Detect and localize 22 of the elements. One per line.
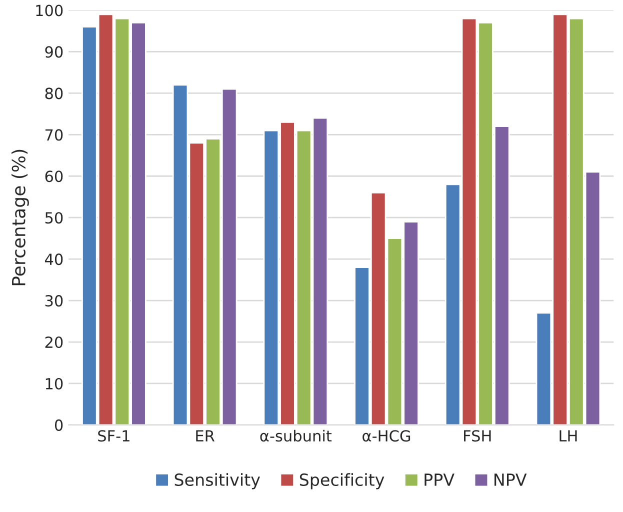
y-tick-label: 90: [45, 46, 63, 58]
legend-label: Specificity: [300, 473, 384, 490]
y-tick-label: 50: [45, 212, 63, 224]
x-tick-label: FSH: [464, 430, 491, 442]
y-tick-label: 30: [45, 295, 63, 307]
y-tick-label: 40: [44, 254, 63, 266]
y-tick-label: 0: [54, 419, 63, 431]
legend-label: PPV: [424, 474, 454, 486]
legend-label: Sensitivity: [174, 473, 260, 490]
x-tick-label: α-subunit: [260, 430, 332, 442]
y-axis-title: Percentage (%): [11, 150, 29, 286]
x-tick-label: LH: [560, 430, 577, 442]
x-tick-label: ER: [196, 430, 215, 442]
y-tick-label: 100: [36, 4, 63, 16]
y-tick-label: 70: [45, 129, 63, 141]
y-tick-label: 10: [46, 378, 63, 390]
y-tick-label: 20: [45, 336, 63, 348]
x-tick-label: α-HCG: [362, 430, 410, 442]
y-tick-label: 80: [45, 88, 63, 100]
legend-label: NPV: [494, 474, 527, 486]
x-tick-label: SF-1: [98, 430, 130, 442]
y-tick-label: 60: [45, 170, 63, 182]
